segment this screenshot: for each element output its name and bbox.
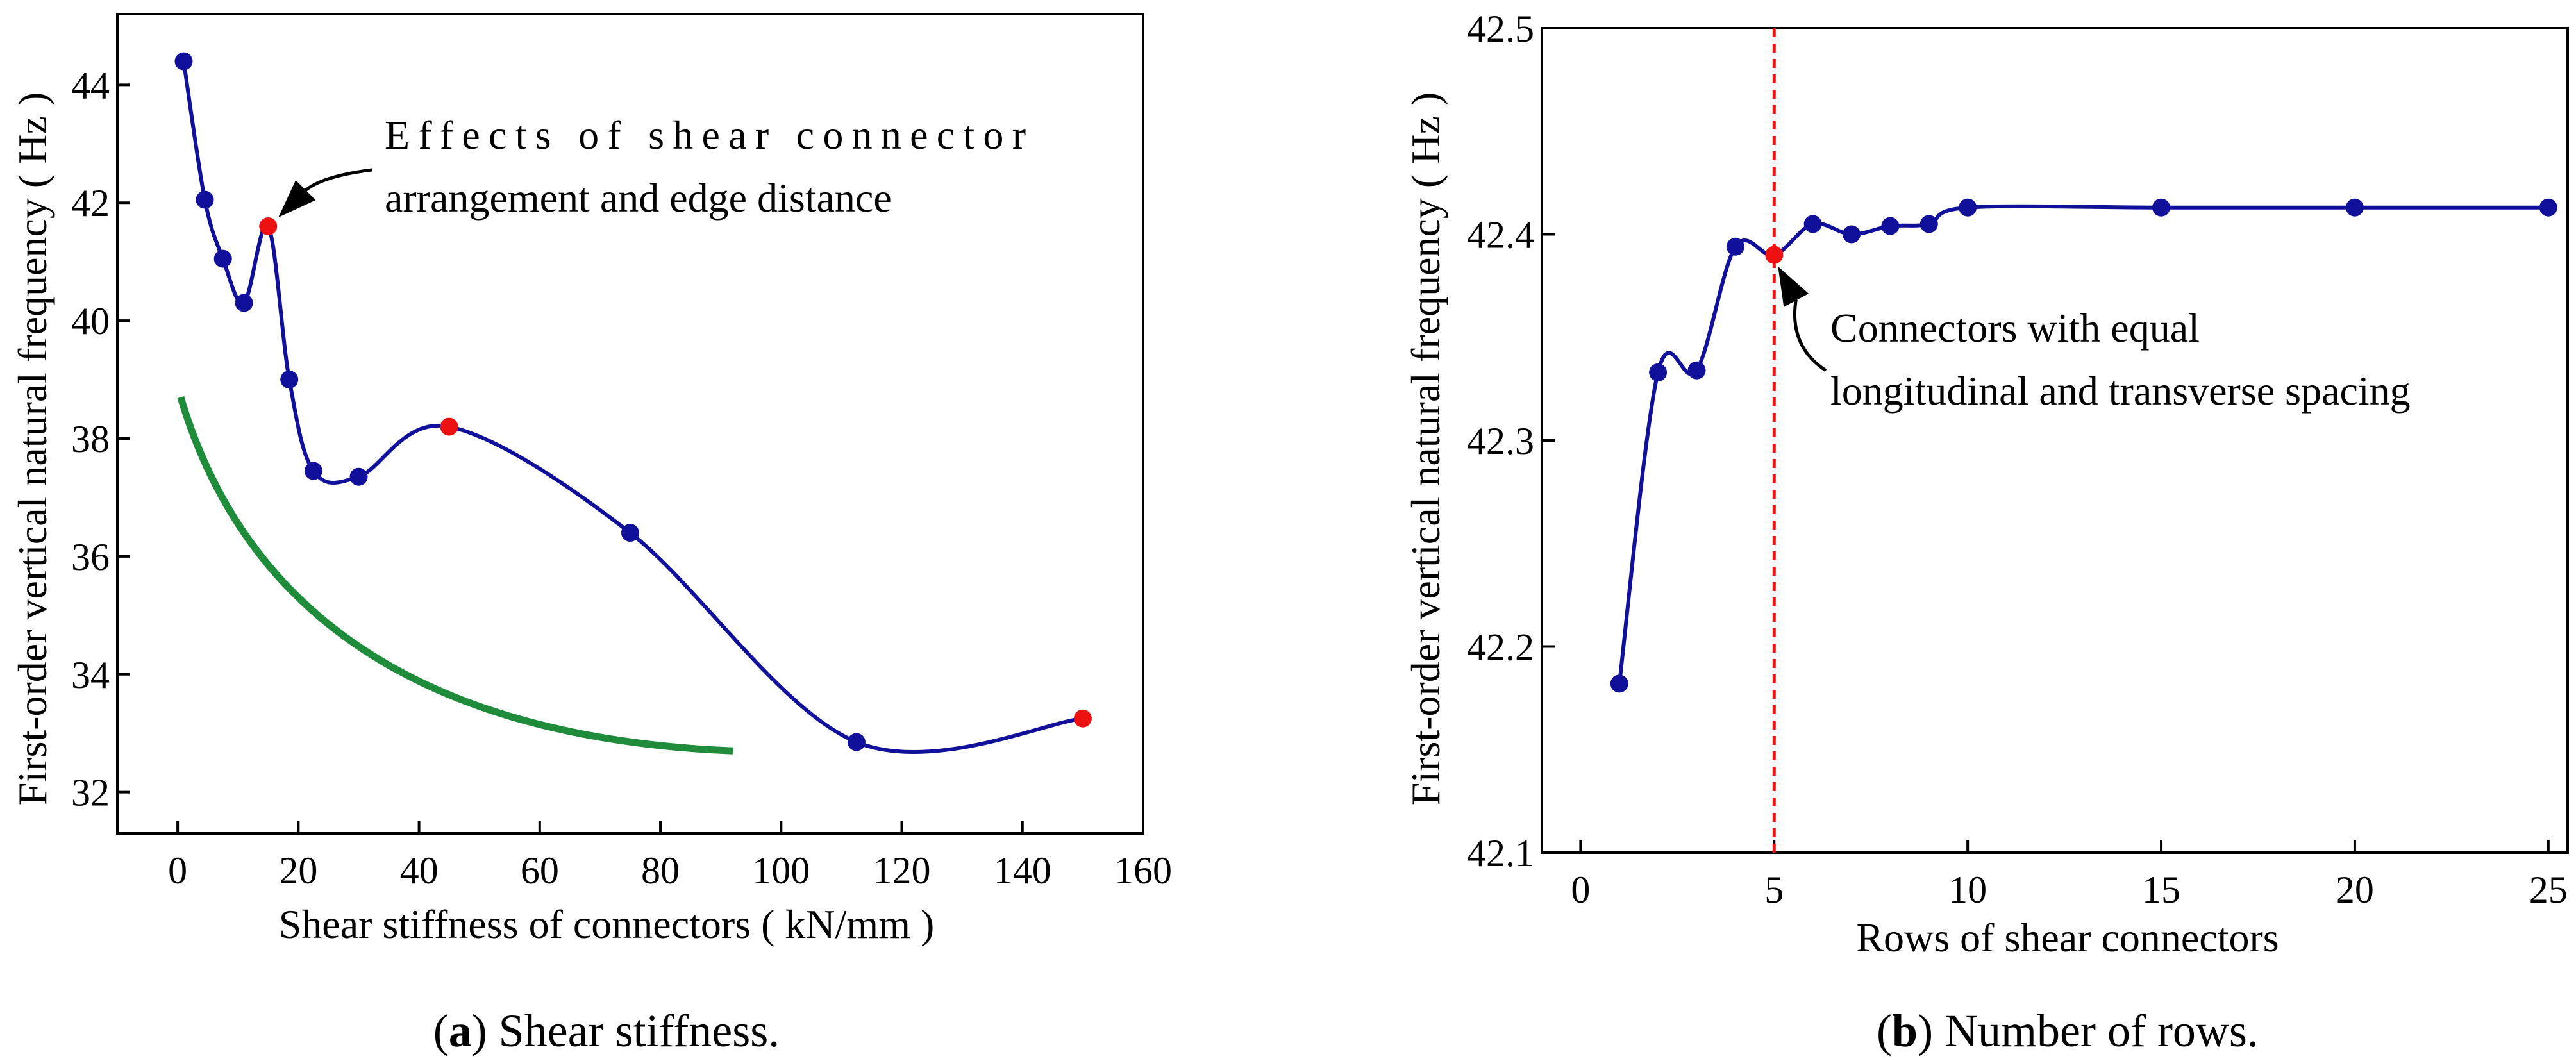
panel-b-number-of-rows-chart: 0 5 10 15 20 25 42.1 42.2 42.3 42.4 42.5 Connector… [1403, 8, 2569, 1057]
panel-a-data-point [621, 524, 639, 542]
panel-b-data-point [1959, 198, 1977, 217]
panel-a-y-tick-label: 36 [71, 536, 110, 578]
panel-a-data-point [235, 294, 253, 312]
panel-a-x-axis-title: Shear stiffness of connectors ( kN/mm ) [279, 901, 935, 947]
panel-a-plot-frame [116, 13, 1144, 835]
panel-a-y-tick-label: 40 [71, 300, 110, 342]
panel-b-y-tick-label: 42.3 [1467, 420, 1534, 462]
panel-a-ticks: 0 20 40 60 80 100 120 140 160 32 34 36 38 40 42 44 [71, 64, 1172, 892]
panel-a-x-tick-label: 100 [752, 849, 810, 892]
panel-a-x-tick-label: 140 [994, 849, 1051, 892]
panel-a-data-point [196, 190, 214, 209]
panel-a-data-point [349, 467, 368, 486]
panel-b-data-point [1726, 237, 1744, 256]
panel-b-plot-frame [1541, 27, 2569, 854]
panel-a-x-tick-label: 80 [641, 849, 680, 892]
panel-b-caption-text: Number of rows. [1945, 1005, 2259, 1057]
panel-b-caption: (b) Number of rows. [1877, 1005, 2259, 1057]
panel-a-data-point [847, 733, 866, 751]
panel-b-annotation-arrow [1793, 299, 1827, 372]
panel-a-x-tick-label: 160 [1114, 849, 1172, 892]
panel-a-data-point [213, 249, 232, 268]
panel-b-ticks: 0 5 10 15 20 25 42.1 42.2 42.3 42.4 42.5 [1467, 8, 2568, 911]
panel-a-x-tick-label: 40 [400, 849, 439, 892]
panel-a-y-tick-label: 42 [71, 182, 110, 224]
panel-a-x-tick-label: 120 [873, 849, 931, 892]
panel-a-shear-stiffness-chart: 0 20 40 60 80 100 120 140 160 32 34 36 38 40 42 44 Effe… [10, 13, 1172, 1057]
panel-a-data-points [174, 52, 1092, 751]
panel-a-y-tick-label: 34 [71, 654, 110, 696]
panel-a-highlighted-data-point [1073, 709, 1092, 728]
panel-b-annotation-line-1: Connectors with equal [1830, 305, 2200, 351]
panel-a-caption: (a) Shear stiffness. [433, 1005, 780, 1057]
panel-b-x-tick-label: 10 [1948, 869, 1987, 911]
panel-a-x-tick-label: 20 [279, 849, 317, 892]
panel-b-data-point [2345, 198, 2364, 217]
panel-a-series-line [181, 59, 1085, 754]
panel-a-annotation-arrowhead [278, 180, 316, 217]
panel-a-decreasing-trend-arrow [177, 396, 734, 755]
panel-b-annotation-line-2: longitudinal and transverse spacing [1830, 368, 2411, 414]
panel-a-y-tick-label: 32 [71, 772, 110, 814]
panel-b-data-point [1919, 215, 1938, 233]
panel-b-annotation-arrowhead [1778, 266, 1809, 307]
panel-a-y-tick-label: 44 [71, 64, 110, 106]
panel-a-caption-text: Shear stiffness. [499, 1005, 780, 1057]
panel-a-data-point [174, 52, 193, 71]
panel-a-x-tick-label: 60 [521, 849, 559, 892]
panel-b-y-tick-label: 42.4 [1467, 214, 1534, 256]
panel-a-highlighted-data-point [440, 417, 458, 436]
panel-b-data-point [1843, 225, 1861, 244]
panel-b-y-tick-label: 42.1 [1467, 832, 1534, 874]
panel-a-data-point [280, 371, 299, 388]
panel-a-data-point [304, 462, 322, 480]
panel-b-data-point [1881, 217, 1900, 235]
panel-b-x-tick-label: 20 [2336, 869, 2374, 911]
panel-a-caption-label: a [449, 1005, 472, 1057]
panel-b-x-axis-title: Rows of shear connectors [1856, 915, 2279, 960]
panel-a-annotation-line-2: arrangement and edge distance [385, 175, 892, 221]
panel-b-data-point [1687, 361, 1706, 380]
panel-a-y-tick-label: 38 [71, 418, 110, 460]
panel-b-data-point [1649, 363, 1668, 381]
panel-b-x-tick-label: 15 [2142, 869, 2180, 911]
panel-a-annotation-arrow [303, 168, 372, 193]
panel-b-y-tick-label: 42.5 [1467, 8, 1534, 50]
panel-a-highlighted-data-point [259, 217, 278, 235]
panel-b-caption-label: b [1892, 1005, 1918, 1057]
panel-b-data-point [1803, 215, 1822, 233]
panel-b-y-tick-label: 42.2 [1467, 626, 1534, 669]
panel-a-annotation-line-1: Effects of shear connector [385, 112, 1026, 158]
panel-b-x-tick-label: 5 [1764, 869, 1784, 911]
panel-b-highlighted-data-point [1765, 246, 1784, 264]
panel-b-data-point [2152, 198, 2170, 217]
panel-b-data-point [2539, 198, 2557, 217]
panel-b-x-tick-label: 0 [1571, 869, 1590, 911]
panel-a-x-tick-label: 0 [168, 849, 187, 892]
panel-b-x-tick-label: 25 [2529, 869, 2568, 911]
panel-b-series-line [1617, 204, 2550, 686]
panel-b-y-axis-title: First-order vertical natural frequency (… [1403, 92, 1448, 805]
panel-b-data-point [1610, 674, 1628, 693]
panel-a-y-axis-title: First-order vertical natural frequency (… [10, 92, 55, 805]
panel-b-data-points [1610, 198, 2557, 693]
